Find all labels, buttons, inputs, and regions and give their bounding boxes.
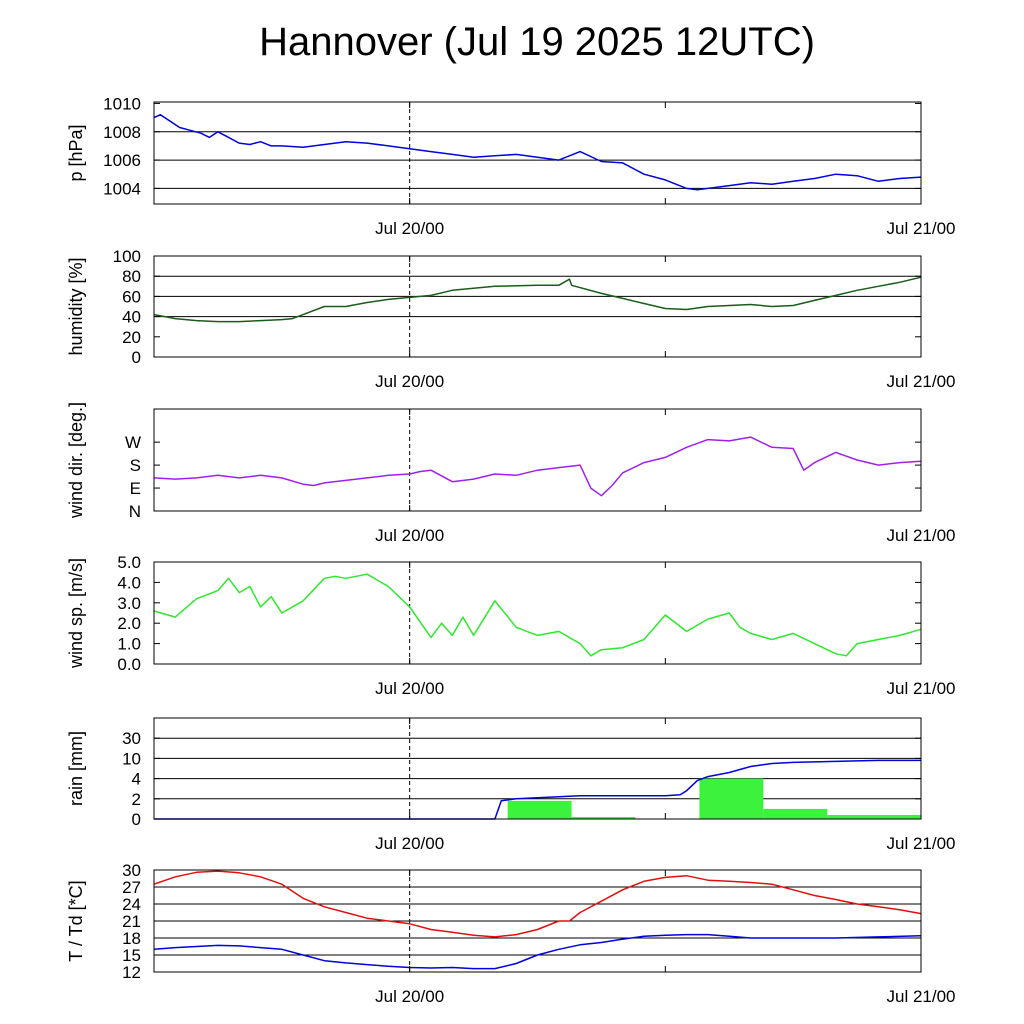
temperature-series-line-t xyxy=(153,870,922,938)
humidity-ytick-label: 80 xyxy=(122,267,141,286)
humidity-frame xyxy=(153,255,922,358)
temperature-ytick-label: 27 xyxy=(122,878,141,897)
temperature-xtick-label: Jul 21/00 xyxy=(887,987,956,1006)
pressure-series-line xyxy=(153,113,922,191)
temperature-ytick-label: 21 xyxy=(122,912,141,931)
rain-ytick-label: 2 xyxy=(132,790,141,809)
temperature-ylabel: T / Td [*C] xyxy=(66,880,86,961)
wind_speed-series-line xyxy=(153,573,922,657)
rain-bar xyxy=(827,814,921,819)
humidity-ylabel: humidity [%] xyxy=(66,257,86,355)
humidity-xtick-label: Jul 21/00 xyxy=(887,372,956,391)
rain-ytick-label: 10 xyxy=(122,749,141,768)
temperature-ytick-label: 18 xyxy=(122,929,141,948)
wind_direction-ytick-label: E xyxy=(130,479,141,498)
wind_direction-frame xyxy=(153,408,922,512)
pressure-ytick-label: 1010 xyxy=(103,94,141,113)
pressure-frame xyxy=(153,101,922,205)
rain-ytick-label: 0 xyxy=(132,810,141,829)
rain-bar xyxy=(699,778,764,819)
humidity-ytick-label: 60 xyxy=(122,287,141,306)
rain-series-line xyxy=(154,759,921,820)
pressure-ytick-label: 1004 xyxy=(103,179,141,198)
temperature-xtick-label: Jul 20/00 xyxy=(375,987,444,1006)
rain-ytick-label: 4 xyxy=(132,770,141,789)
rain-bar xyxy=(507,800,572,819)
rain-bar xyxy=(763,808,828,819)
wind_direction-xtick-label: Jul 20/00 xyxy=(375,526,444,545)
wind_speed-xtick-label: Jul 20/00 xyxy=(375,679,444,698)
pressure-panel: 1004 1006 1008 1010 p [hPa] Jul 20/00 Jul 21/0… xyxy=(66,94,956,238)
humidity-ytick-label: 100 xyxy=(113,247,141,266)
wind_direction-ytick-label: N xyxy=(129,502,141,521)
wind_speed-ytick-label: 4.0 xyxy=(117,573,141,592)
wind_speed-xtick-label: Jul 21/00 xyxy=(887,679,956,698)
rain-frame xyxy=(153,717,922,820)
temperature-series-line-td xyxy=(153,933,922,970)
pressure-ytick-label: 1008 xyxy=(103,123,141,142)
humidity-ytick-label: 40 xyxy=(122,308,141,327)
humidity-series-line xyxy=(153,276,922,323)
temperature-ytick-label: 30 xyxy=(122,861,141,880)
wind_speed-ytick-label: 5.0 xyxy=(117,553,141,572)
rain-bar xyxy=(571,816,636,819)
temperature-ytick-label: 12 xyxy=(122,963,141,982)
wind_speed-ytick-label: 3.0 xyxy=(117,594,141,613)
humidity-xtick-label: Jul 20/00 xyxy=(375,372,444,391)
humidity-ytick-label: 0 xyxy=(132,348,141,367)
pressure-xtick-label: Jul 21/00 xyxy=(887,219,956,238)
wind_direction-ytick-label: W xyxy=(125,433,141,452)
wind_speed-panel: 0.01.0 2.03.0 4.05.0 wind sp. [m/s] Jul 20/0… xyxy=(66,553,956,698)
chart-title: Hannover (Jul 19 2025 12UTC) xyxy=(259,20,815,64)
wind_speed-ylabel: wind sp. [m/s] xyxy=(66,558,86,669)
wind_speed-frame xyxy=(153,561,922,665)
pressure-ytick-label: 1006 xyxy=(103,151,141,170)
wind_direction-xtick-label: Jul 21/00 xyxy=(887,526,956,545)
pressure-ylabel: p [hPa] xyxy=(66,124,86,181)
pressure-xtick-label: Jul 20/00 xyxy=(375,219,444,238)
rain-ylabel: rain [mm] xyxy=(66,731,86,806)
wind_speed-ytick-label: 0.0 xyxy=(117,655,141,674)
temperature-ytick-label: 24 xyxy=(122,895,141,914)
wind_direction-ytick-label: S xyxy=(130,456,141,475)
rain-xtick-label: Jul 20/00 xyxy=(375,834,444,853)
humidity-ytick-label: 20 xyxy=(122,328,141,347)
rain-ytick-label: 30 xyxy=(122,729,141,748)
wind_direction-ylabel: wind dir. [deg.] xyxy=(66,402,86,519)
wind_speed-ytick-label: 1.0 xyxy=(117,635,141,654)
wind_direction-series-line xyxy=(153,436,922,497)
rain-xtick-label: Jul 21/00 xyxy=(887,834,956,853)
temperature-ytick-label: 15 xyxy=(122,946,141,965)
wind_speed-ytick-label: 2.0 xyxy=(117,614,141,633)
